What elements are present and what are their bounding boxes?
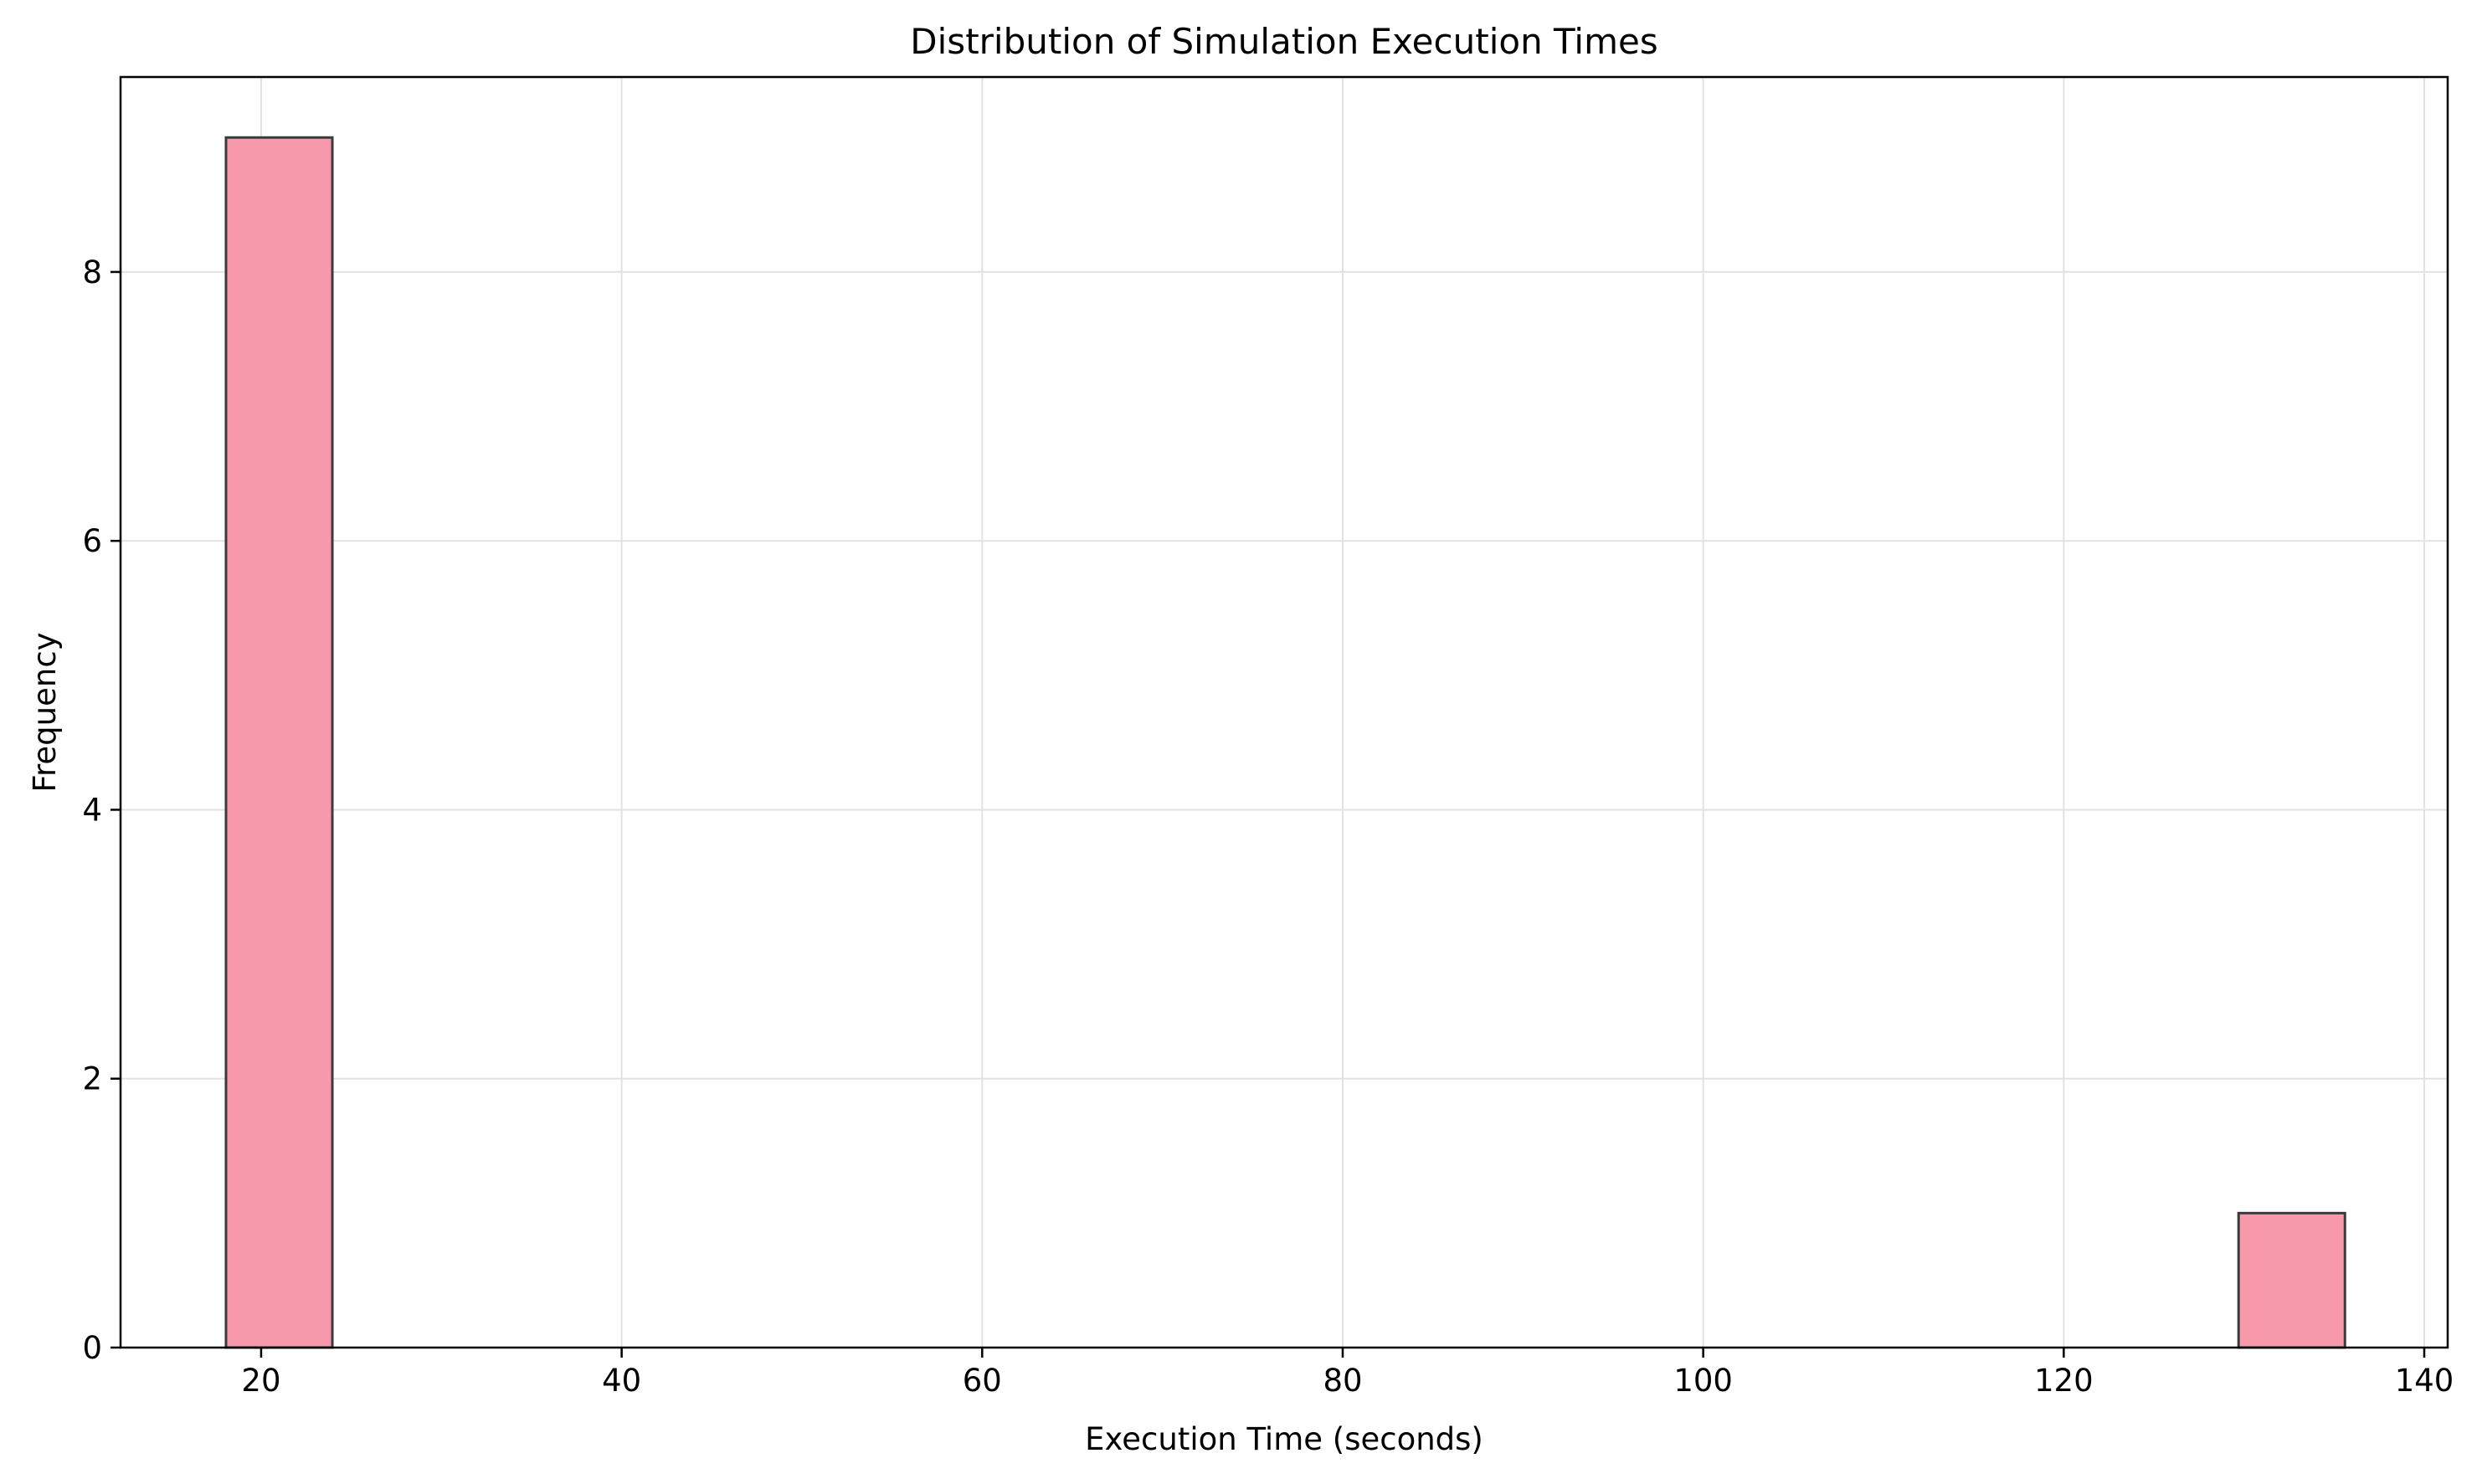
y-tick-label: 8	[82, 254, 102, 290]
histogram-bars	[224, 136, 2346, 1349]
y-tick-label: 4	[82, 792, 102, 828]
x-tick-label: 60	[963, 1363, 1002, 1399]
y-tick-label: 6	[82, 523, 102, 559]
x-tick-label: 140	[2395, 1363, 2454, 1399]
axes-frame	[119, 75, 2449, 1349]
x-tick-label: 20	[241, 1363, 280, 1399]
x-axis-label: Execution Time (seconds)	[1085, 1421, 1483, 1457]
grid-lines	[121, 77, 2448, 1348]
histogram-bar	[224, 136, 334, 1349]
x-tick-label: 40	[602, 1363, 641, 1399]
plot-background	[121, 77, 2448, 1348]
y-tick-label: 2	[82, 1061, 102, 1097]
axis-ticks: 20 40 60 80 100 120 140 0 2 4 6 8	[82, 254, 2454, 1399]
y-axis-label: Frequency	[27, 632, 63, 792]
x-tick-label: 120	[2034, 1363, 2094, 1399]
x-tick-label: 100	[1673, 1363, 1733, 1399]
x-tick-label: 80	[1323, 1363, 1362, 1399]
chart-title: Distribution of Simulation Execution Tim…	[910, 21, 1657, 62]
histogram-bar	[2237, 1211, 2346, 1349]
y-tick-label: 0	[82, 1330, 102, 1366]
